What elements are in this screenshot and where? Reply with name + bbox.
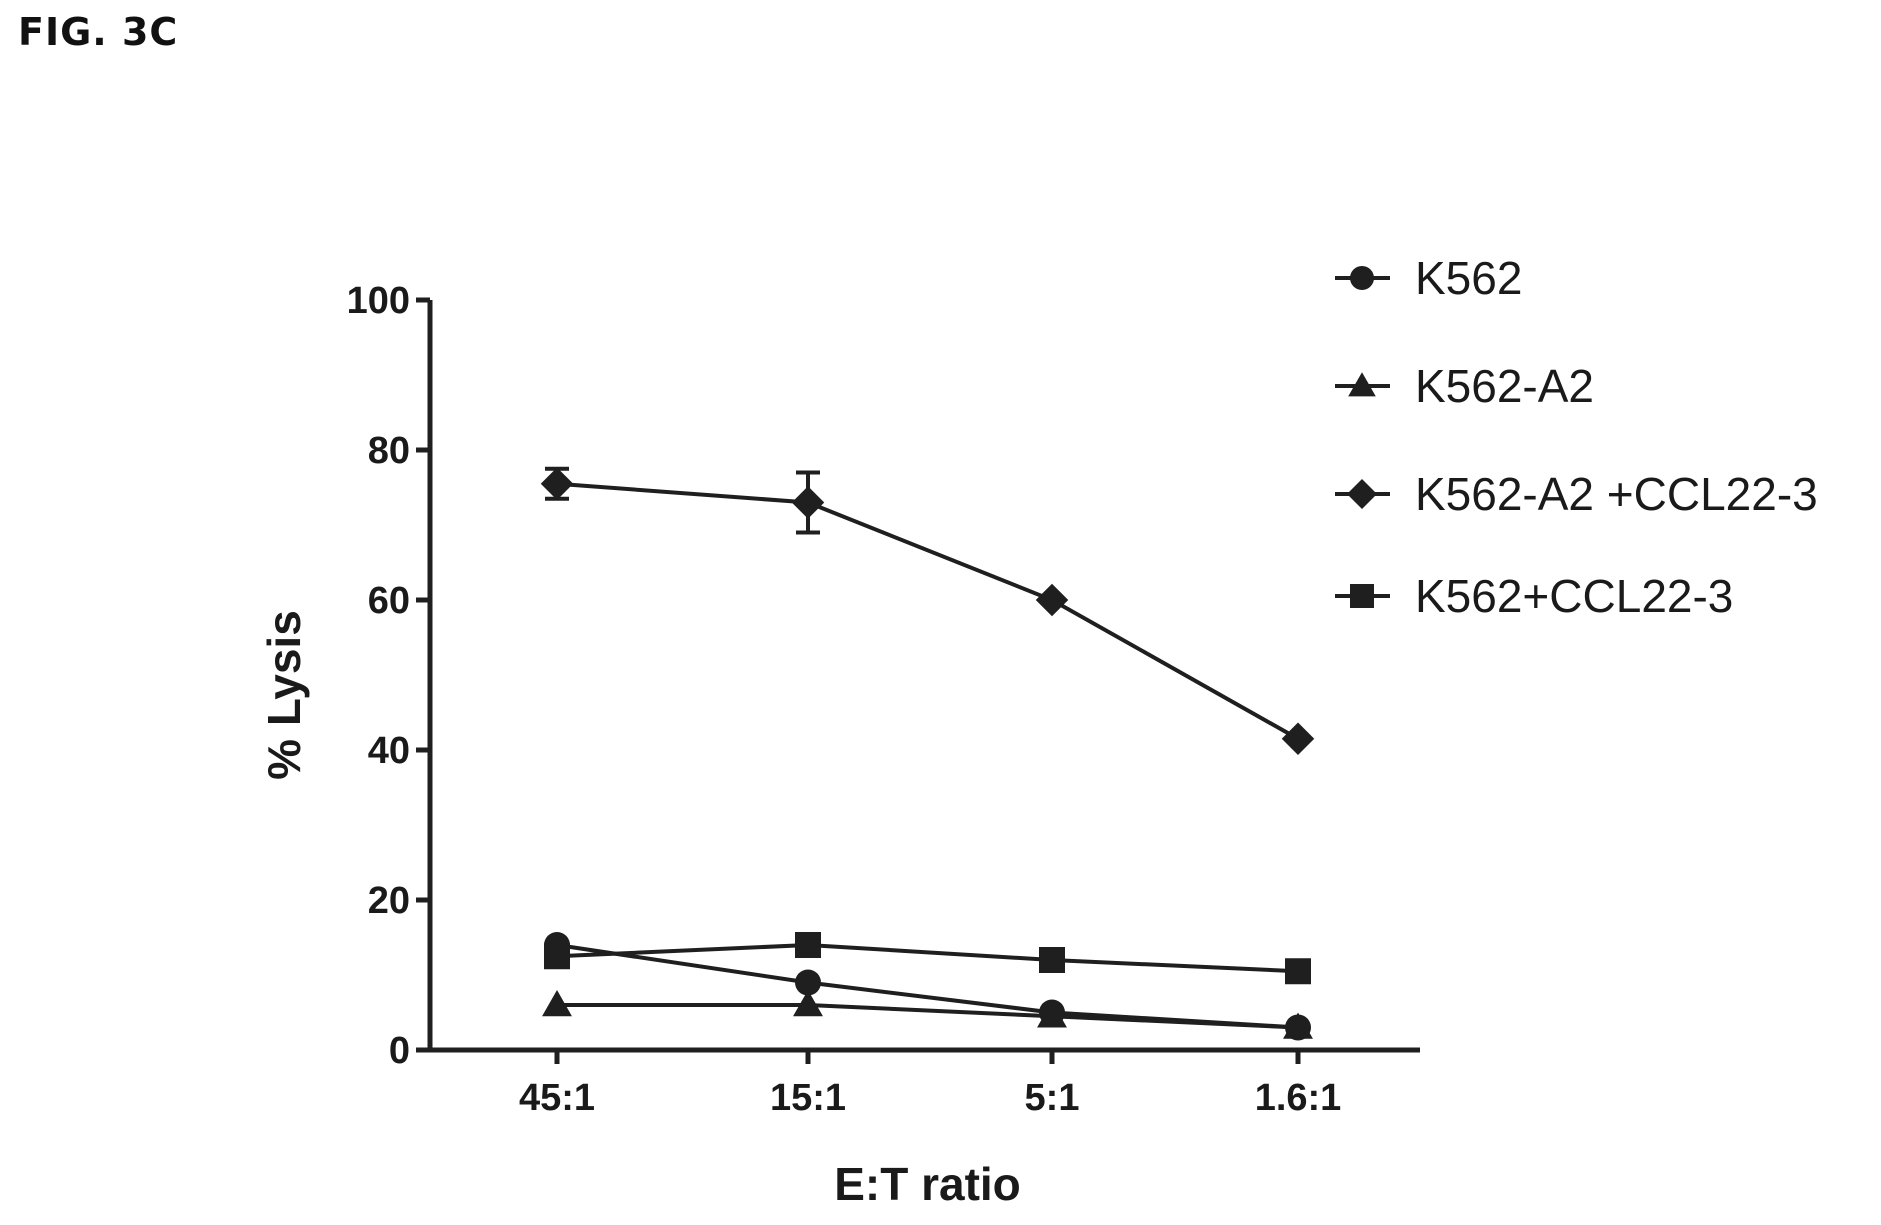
series-diamond (540, 466, 1315, 755)
data-point (1035, 583, 1069, 617)
series-square (544, 932, 1311, 985)
legend-label: K562+CCL22-3 (1415, 570, 1733, 622)
data-point (1039, 947, 1065, 973)
data-point (1281, 722, 1315, 755)
series-line (556, 942, 1299, 974)
chart-legend: K562 K562-A2 K562-A2 +CCL22-3 K562+CCL22-3 (1335, 252, 1818, 622)
data-point (1037, 1001, 1067, 1028)
legend-label: K562 (1415, 252, 1522, 304)
y-tick-label: 0 (389, 1030, 410, 1072)
y-tick-label: 80 (368, 430, 410, 472)
data-point (793, 990, 823, 1017)
data-point (1285, 958, 1311, 985)
legend-label: K562-A2 (1415, 360, 1594, 412)
legend-label: K562-A2 +CCL22-3 (1415, 468, 1818, 520)
data-point (1283, 1012, 1313, 1039)
chart-axes: 0 20 40 60 80 100 45:1 15:1 5:1 1.6:1 (347, 280, 1420, 1119)
data-point (540, 467, 574, 500)
x-tick-label: 5:1 (1025, 1077, 1080, 1119)
y-tick-label: 100 (347, 280, 410, 322)
x-axis-title: E:T ratio (834, 1158, 1021, 1210)
data-point (791, 486, 825, 519)
figure-label: FIG. 3C (18, 10, 179, 54)
series-triangle (542, 990, 1313, 1039)
series-line (556, 481, 1299, 741)
y-axis-title: % Lysis (258, 610, 310, 780)
x-tick-label: 1.6:1 (1255, 1077, 1342, 1119)
x-tick-label: 45:1 (519, 1077, 595, 1119)
legend-marker (1350, 584, 1374, 608)
legend-marker (1347, 479, 1377, 509)
y-tick-label: 60 (368, 580, 410, 622)
series-line (556, 943, 1299, 1030)
series-line (557, 1003, 1299, 1030)
data-point (795, 932, 821, 958)
legend-marker (1350, 266, 1374, 290)
legend-marker (1348, 372, 1376, 397)
data-point (544, 943, 570, 970)
y-tick-label: 20 (368, 880, 410, 922)
data-point (795, 969, 821, 996)
data-point (542, 990, 572, 1017)
x-tick-label: 15:1 (770, 1077, 846, 1119)
y-tick-label: 40 (368, 730, 410, 772)
chart-series (540, 466, 1315, 1041)
